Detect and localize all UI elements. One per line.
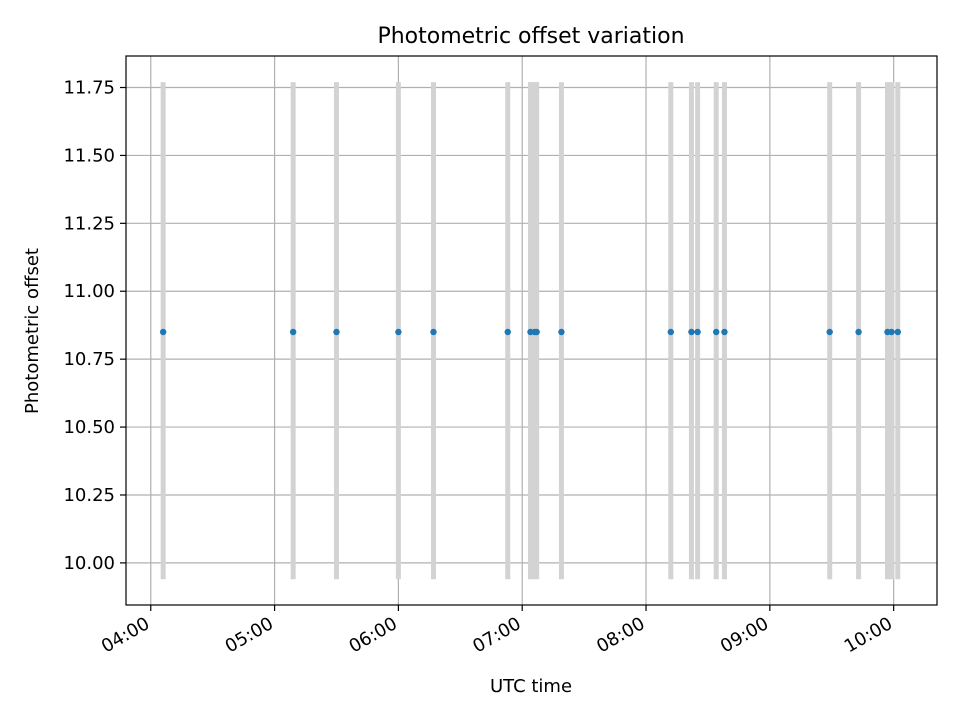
data-point [333, 328, 340, 336]
y-tick-label: 10.50 [63, 417, 115, 438]
data-point [395, 328, 402, 336]
data-point [558, 328, 565, 336]
data-point [894, 328, 901, 336]
data-point [694, 328, 701, 336]
data-point [667, 328, 674, 336]
data-point [688, 328, 695, 336]
data-point [712, 328, 720, 336]
data-point [159, 328, 167, 336]
y-tick-label: 10.25 [63, 485, 115, 506]
data-point [289, 328, 297, 336]
data-point [826, 328, 833, 336]
plot-frame [125, 55, 938, 606]
y-tick-label: 11.50 [63, 145, 115, 166]
data-point [504, 328, 511, 336]
y-tick-label: 10.75 [63, 349, 115, 370]
data-point [430, 328, 437, 336]
y-tick-label: 11.75 [63, 78, 115, 99]
data-point [721, 328, 728, 336]
y-tick-label: 11.25 [63, 213, 115, 234]
data-point [888, 328, 895, 336]
y-tick-label: 10.00 [63, 553, 115, 574]
y-axis-ticks: 10.00 10.25 10.50 10.75 11.00 11.25 11.50 11.75 [63, 78, 126, 574]
y-tick-label: 11.00 [63, 281, 115, 302]
data-point [855, 328, 862, 336]
y-axis-label: Photometric offset [22, 248, 43, 414]
x-axis-label: UTC time [490, 676, 572, 697]
data-points [159, 328, 901, 336]
data-point [533, 328, 540, 336]
chart-title: Photometric offset variation [377, 24, 684, 49]
